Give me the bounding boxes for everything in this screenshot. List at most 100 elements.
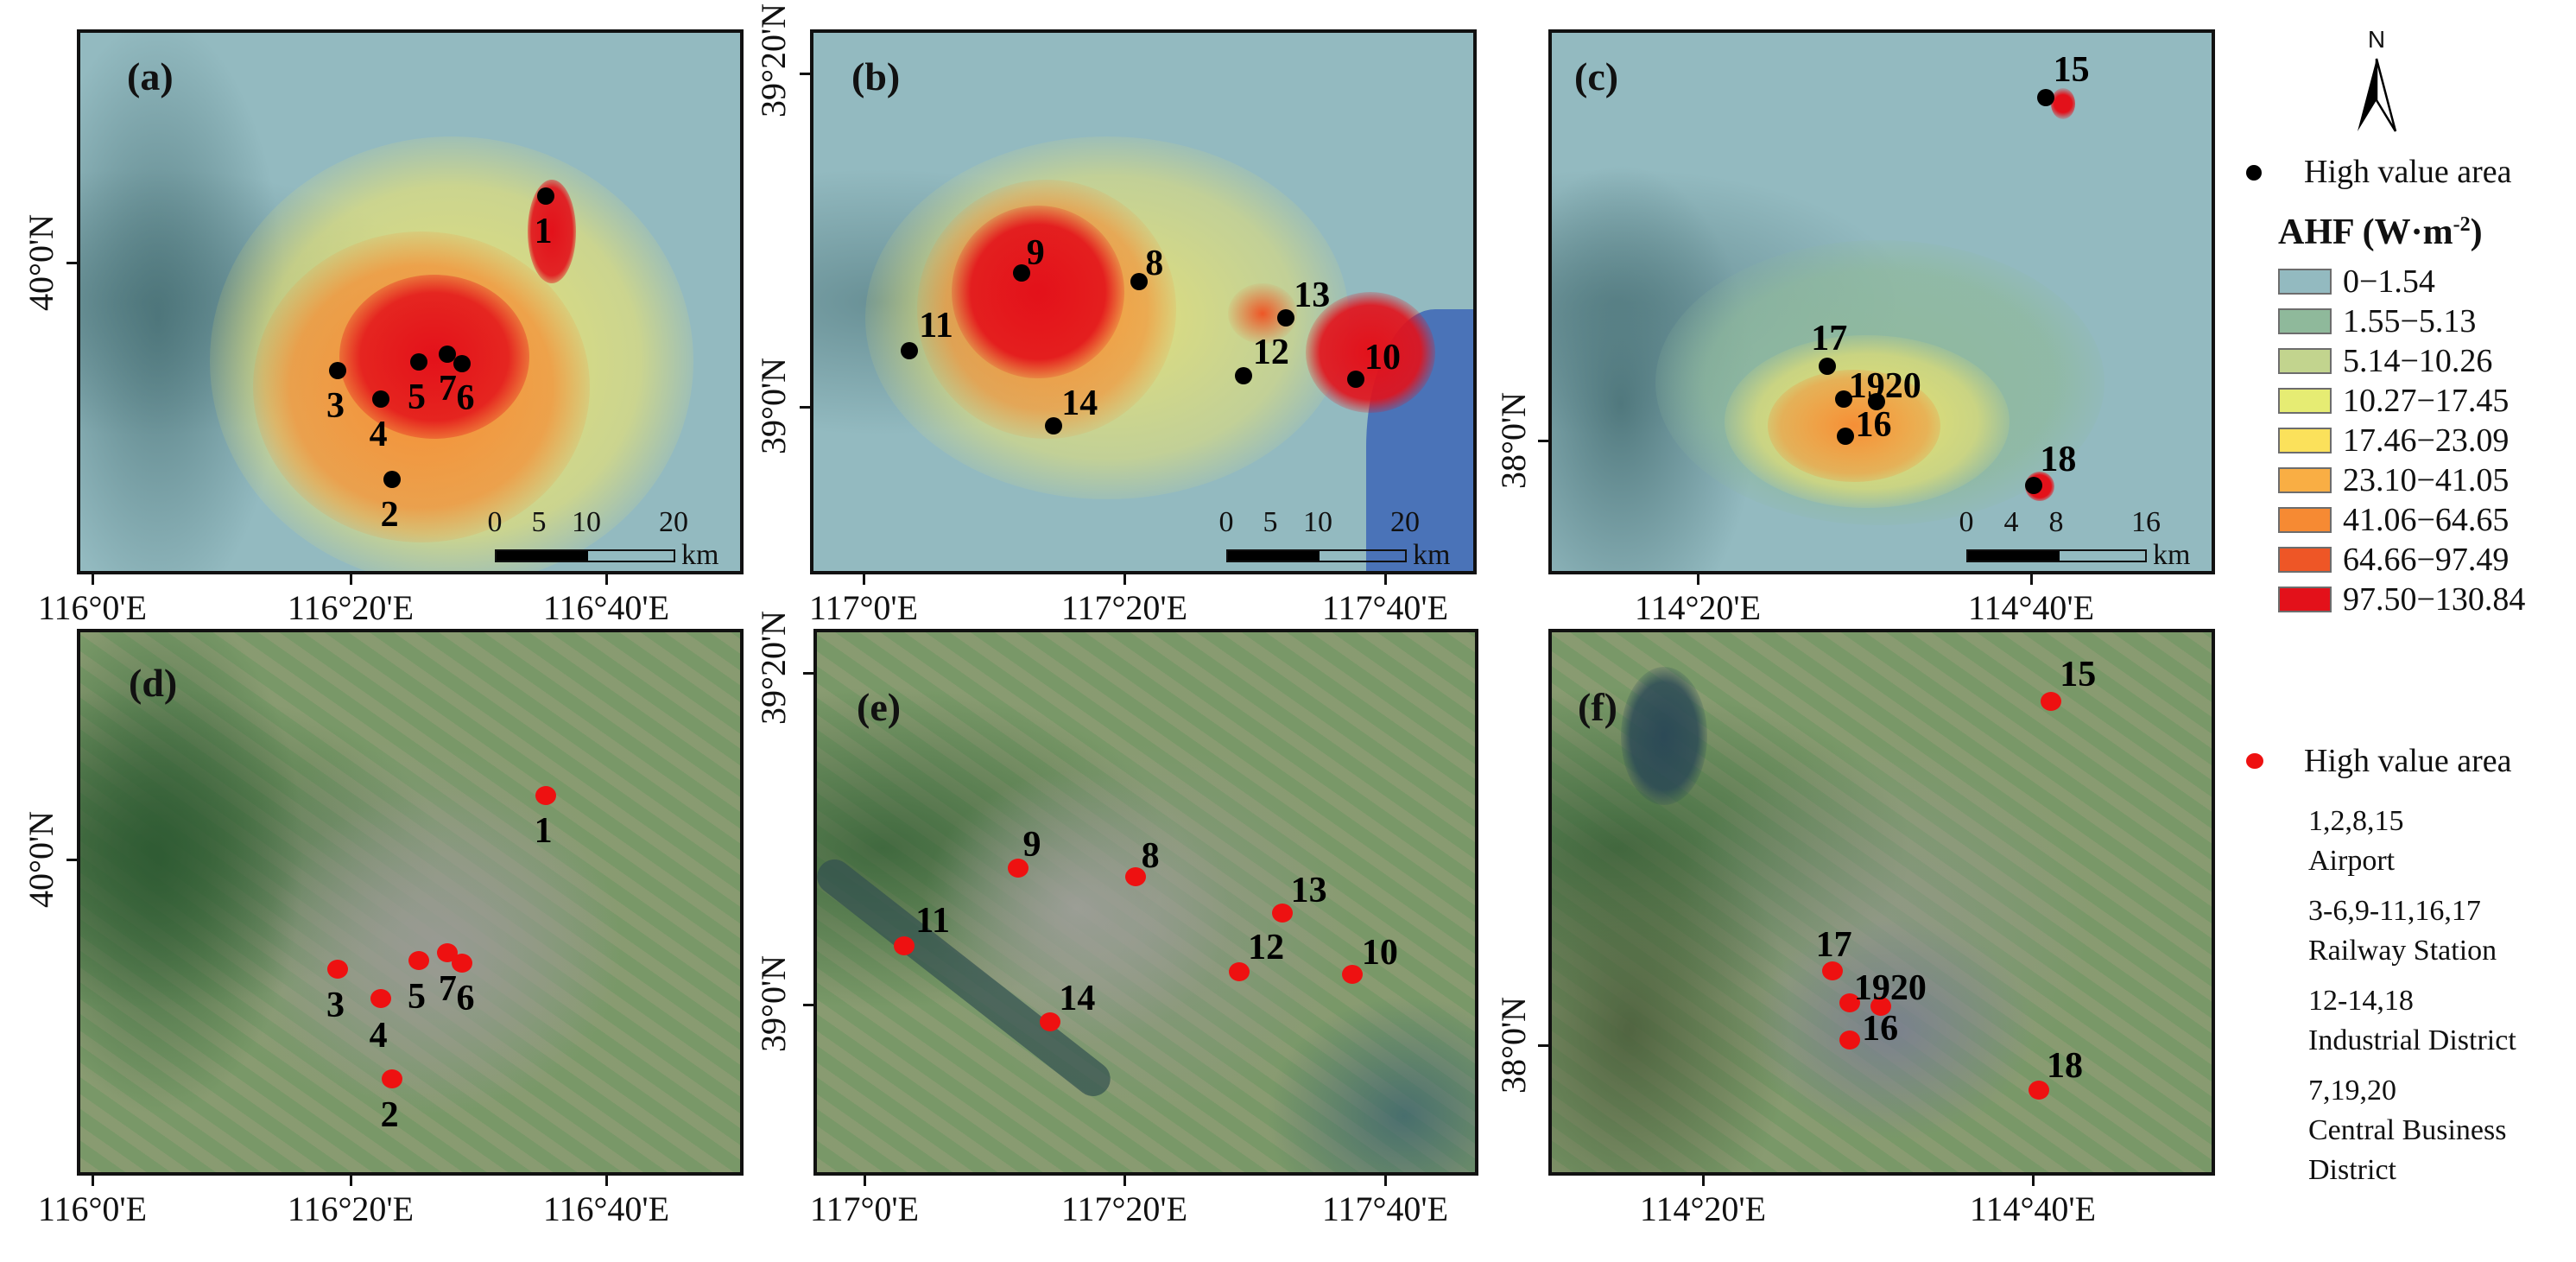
point-label-1: 1 <box>534 811 553 852</box>
x-tick <box>1123 1176 1126 1186</box>
x-tick <box>605 1176 608 1186</box>
point-marker-19 <box>1835 390 1853 409</box>
point-label-1: 1 <box>534 211 553 251</box>
scale-label-10: 10 <box>1303 506 1332 538</box>
point-marker-5 <box>409 352 427 371</box>
legend-label-2: 5.14−10.26 <box>2343 343 2493 379</box>
point-label-7: 7 <box>438 968 457 1009</box>
scale-label-0: 0 <box>1959 506 1974 538</box>
y-tick <box>800 406 810 409</box>
scale-bar <box>1966 549 2147 562</box>
x-tick <box>92 1176 94 1186</box>
point-marker-16 <box>1836 427 1854 445</box>
point-marker-11 <box>900 342 918 360</box>
point-label-19-20: 1920 <box>1848 366 1921 407</box>
point-marker-14 <box>1045 417 1063 435</box>
category-name-airport: Airport <box>2308 845 2396 877</box>
high-value-marker-red <box>2246 753 2263 769</box>
point-marker-5 <box>408 951 429 970</box>
scale-unit: km <box>681 539 719 571</box>
point-label-9: 9 <box>1022 825 1041 865</box>
legend-swatch-7 <box>2278 547 2332 573</box>
y-tick <box>1538 1044 1548 1047</box>
x-axis-label-a-2: 116°40'E <box>542 588 670 627</box>
point-label-4: 4 <box>369 415 388 455</box>
point-label-16: 16 <box>1862 1008 1899 1049</box>
map-panel-d: (d) 1 3 4 5 7 6 2 <box>77 629 744 1176</box>
scale-unit: km <box>1413 539 1451 571</box>
point-label-18: 18 <box>2047 1046 2083 1087</box>
y-axis-label-e-0: 39°20'N <box>754 610 793 726</box>
x-axis-label-a-0: 116°0'E <box>37 588 148 627</box>
legend-marker-label: High value area <box>2304 154 2512 190</box>
point-label-14: 14 <box>1061 384 1098 424</box>
x-axis-label-d-0: 116°0'E <box>37 1189 148 1228</box>
map-panel-c: (c) 15 17 1920 16 18 0 4 8 16 km <box>1548 29 2215 574</box>
x-axis-label-c-1: 114°40'E <box>1967 588 2095 627</box>
point-marker-18 <box>2028 1081 2049 1100</box>
panel-label-c: (c) <box>1574 54 1619 98</box>
point-label-5: 5 <box>407 977 426 1018</box>
legend-title-close: ) <box>2470 212 2483 252</box>
x-tick <box>1697 574 1699 585</box>
point-marker-9 <box>1008 858 1029 878</box>
scale-label-5: 5 <box>531 506 547 538</box>
point-marker-19 <box>1839 993 1861 1013</box>
x-tick <box>350 574 352 585</box>
y-tick <box>803 1004 813 1006</box>
point-marker-10 <box>1342 965 1364 985</box>
river <box>817 852 1117 1104</box>
point-label-4: 4 <box>369 1015 388 1056</box>
scale-label-5: 5 <box>1263 506 1278 538</box>
point-label-12: 12 <box>1252 332 1289 372</box>
relief-shading <box>1552 162 1759 571</box>
category-name-industrial: Industrial District <box>2308 1024 2516 1056</box>
y-tick <box>1538 440 1548 442</box>
point-marker-17 <box>1819 357 1837 375</box>
point-marker-4 <box>371 390 389 409</box>
legend-swatch-6 <box>2278 507 2332 533</box>
point-marker-8 <box>1124 866 1146 886</box>
scale-label-8: 8 <box>2048 506 2064 538</box>
point-label-16: 16 <box>1855 404 1892 445</box>
scale-label-0: 0 <box>1218 506 1234 538</box>
north-arrow: N <box>2351 28 2402 140</box>
legend-label-8: 97.50−130.84 <box>2343 581 2526 618</box>
map-panel-a: (a) 1 3 4 5 7 6 2 0 5 10 20 km <box>77 29 744 574</box>
mountain-area <box>1552 805 1794 1172</box>
point-label-10: 10 <box>1361 933 1398 973</box>
scale-label-20: 20 <box>1390 506 1420 538</box>
category-ids-airport: 1,2,8,15 <box>2308 805 2404 837</box>
x-tick <box>92 574 94 585</box>
point-label-6: 6 <box>456 979 475 1019</box>
legend-swatch-8 <box>2278 587 2332 612</box>
legend-swatch-5 <box>2278 467 2332 493</box>
legend-swatch-1 <box>2278 308 2332 334</box>
point-marker-1 <box>536 187 554 205</box>
scale-label-20: 20 <box>659 506 688 538</box>
legend-swatch-0 <box>2278 269 2332 295</box>
high-value-marker-black <box>2246 165 2262 181</box>
x-axis-label-a-1: 116°20'E <box>287 588 415 627</box>
point-label-5: 5 <box>407 377 426 417</box>
point-label-8: 8 <box>1141 835 1160 876</box>
x-tick <box>1123 574 1126 585</box>
category-ids-industrial: 12-14,18 <box>2308 985 2414 1017</box>
legend-title: AHF (W·m-2) <box>2278 214 2483 250</box>
point-marker-20 <box>1870 997 1892 1017</box>
x-axis-label-b-2: 117°40'E <box>1321 588 1449 627</box>
point-marker-12 <box>1235 366 1253 384</box>
point-label-2: 2 <box>380 495 399 536</box>
ahf-red-15 <box>2051 88 2075 119</box>
scale-label-10: 10 <box>572 506 601 538</box>
x-axis-label-f-0: 114°20'E <box>1639 1189 1767 1228</box>
y-axis-label-d-0: 40°0'N <box>22 810 60 909</box>
point-label-3: 3 <box>326 386 345 427</box>
point-marker-9 <box>1013 263 1031 282</box>
point-label-15: 15 <box>2060 655 2097 695</box>
point-marker-20 <box>1867 393 1885 411</box>
scale-label-4: 4 <box>2003 506 2019 538</box>
legend-swatch-2 <box>2278 348 2332 374</box>
panel-label-d: (d) <box>129 661 178 705</box>
category-name-cbd-line2: District <box>2308 1154 2396 1186</box>
